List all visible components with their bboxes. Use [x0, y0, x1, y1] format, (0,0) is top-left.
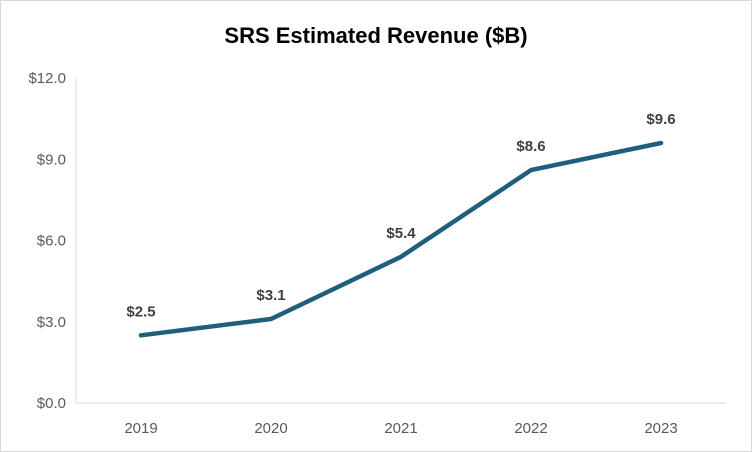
- data-label: $2.5: [126, 303, 155, 320]
- data-label: $5.4: [386, 225, 416, 242]
- y-tick-label: $12.0: [28, 70, 66, 87]
- data-label: $8.6: [516, 138, 545, 155]
- x-tick-label: 2023: [644, 420, 677, 437]
- x-tick-label: 2020: [254, 420, 287, 437]
- x-tick-label: 2021: [384, 420, 417, 437]
- y-tick-labels: $0.0 $3.0 $6.0 $9.0 $12.0: [28, 70, 66, 412]
- data-label: $9.6: [646, 111, 675, 128]
- y-tick-label: $0.0: [37, 395, 66, 412]
- chart-title: SRS Estimated Revenue ($B): [224, 23, 527, 48]
- x-tick-labels: 2019 2020 2021 2022 2023: [124, 420, 677, 437]
- y-tick-label: $9.0: [37, 151, 66, 168]
- y-tick-label: $3.0: [37, 314, 66, 331]
- y-tick-label: $6.0: [37, 233, 66, 250]
- x-tick-label: 2019: [124, 420, 157, 437]
- revenue-series-line: [138, 140, 664, 338]
- data-label: $3.1: [256, 287, 285, 304]
- x-tick-label: 2022: [514, 420, 547, 437]
- data-labels: $2.5 $3.1 $5.4 $8.6 $9.6: [126, 111, 675, 320]
